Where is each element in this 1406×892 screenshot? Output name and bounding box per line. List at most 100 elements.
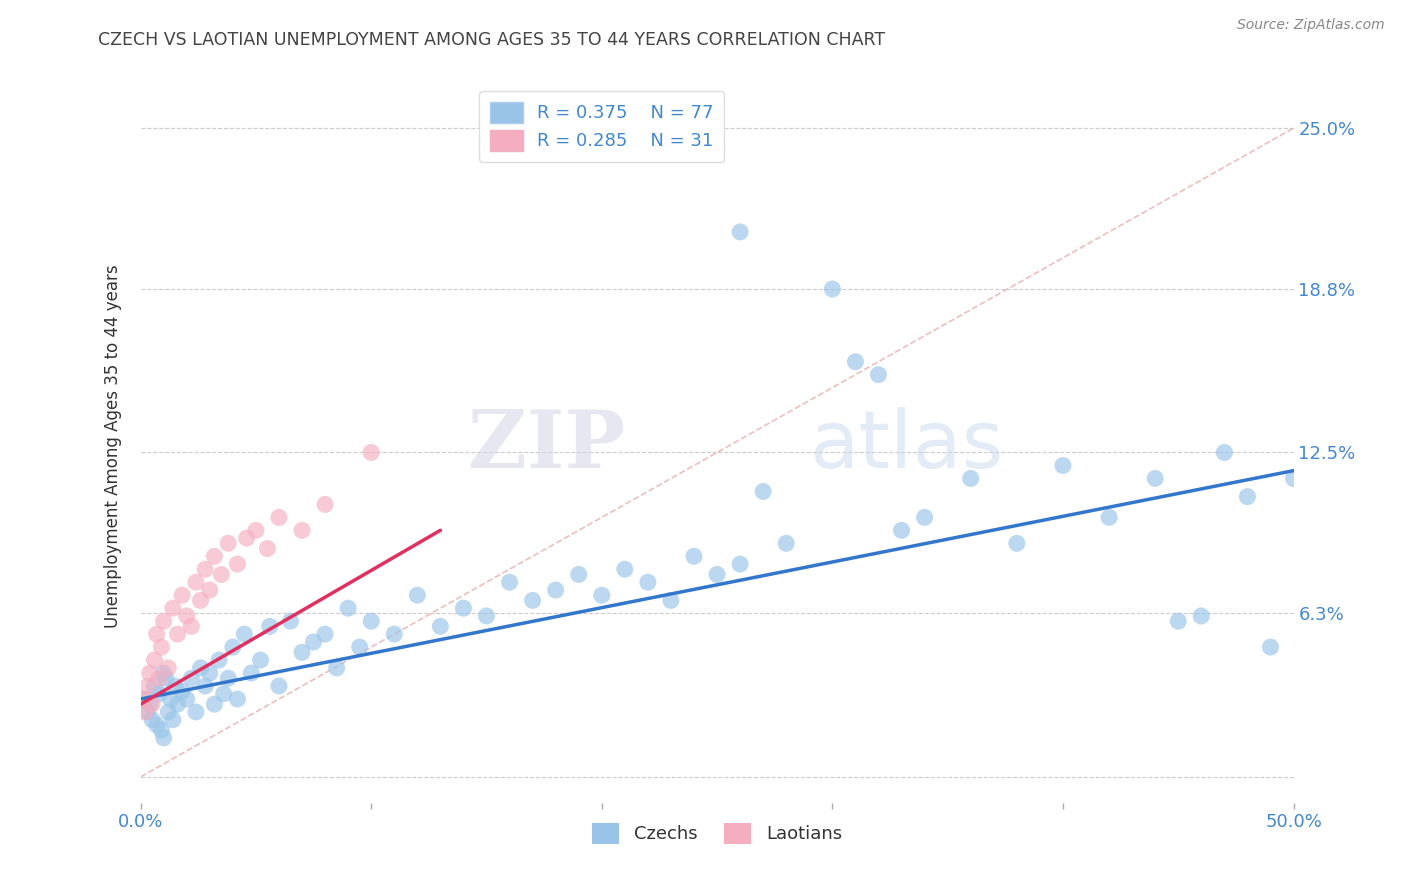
Point — [302, 635, 325, 649]
Point — [162, 713, 184, 727]
Point — [568, 567, 591, 582]
Point — [544, 582, 567, 597]
Point — [453, 601, 475, 615]
Text: Source: ZipAtlas.com: Source: ZipAtlas.com — [1237, 18, 1385, 32]
Point — [184, 705, 207, 719]
Point — [890, 524, 912, 538]
Point — [259, 619, 281, 633]
Point — [143, 653, 166, 667]
Point — [166, 627, 188, 641]
Point — [314, 497, 336, 511]
Point — [152, 731, 174, 745]
Point — [683, 549, 706, 564]
Point — [134, 692, 156, 706]
Point — [475, 609, 498, 624]
Point — [162, 601, 184, 615]
Point — [198, 582, 221, 597]
Point — [314, 627, 336, 641]
Point — [429, 619, 451, 633]
Point — [498, 575, 520, 590]
Point — [360, 445, 382, 459]
Point — [240, 666, 263, 681]
Text: CZECH VS LAOTIAN UNEMPLOYMENT AMONG AGES 35 TO 44 YEARS CORRELATION CHART: CZECH VS LAOTIAN UNEMPLOYMENT AMONG AGES… — [98, 31, 886, 49]
Point — [360, 614, 382, 628]
Point — [217, 671, 239, 685]
Point — [194, 679, 217, 693]
Point — [157, 705, 180, 719]
Point — [1189, 609, 1212, 624]
Point — [150, 640, 173, 654]
Point — [613, 562, 636, 576]
Point — [291, 645, 314, 659]
Point — [406, 588, 429, 602]
Point — [637, 575, 659, 590]
Point — [145, 718, 167, 732]
Point — [659, 593, 682, 607]
Point — [267, 510, 290, 524]
Point — [1236, 490, 1258, 504]
Point — [152, 614, 174, 628]
Point — [139, 697, 162, 711]
Point — [134, 705, 156, 719]
Point — [132, 692, 155, 706]
Point — [157, 661, 180, 675]
Point — [280, 614, 302, 628]
Point — [752, 484, 775, 499]
Point — [233, 627, 256, 641]
Point — [868, 368, 890, 382]
Point — [1260, 640, 1282, 654]
Point — [145, 627, 167, 641]
Point — [190, 661, 212, 675]
Point — [143, 679, 166, 693]
Point — [1167, 614, 1189, 628]
Point — [1098, 510, 1121, 524]
Point — [728, 557, 751, 571]
Point — [202, 697, 225, 711]
Point — [136, 679, 159, 693]
Point — [180, 619, 202, 633]
Point — [522, 593, 544, 607]
Point — [706, 567, 728, 582]
Point — [1213, 445, 1236, 459]
Point — [1005, 536, 1028, 550]
Point — [1144, 471, 1167, 485]
Point — [139, 666, 162, 681]
Point — [194, 562, 217, 576]
Point — [226, 692, 249, 706]
Point — [212, 687, 235, 701]
Point — [267, 679, 290, 693]
Point — [337, 601, 360, 615]
Y-axis label: Unemployment Among Ages 35 to 44 years: Unemployment Among Ages 35 to 44 years — [104, 264, 122, 628]
Point — [844, 354, 866, 368]
Point — [728, 225, 751, 239]
Point — [172, 588, 194, 602]
Point — [184, 575, 207, 590]
Point — [349, 640, 371, 654]
Point — [159, 692, 181, 706]
Point — [166, 697, 188, 711]
Point — [382, 627, 405, 641]
Point — [821, 282, 844, 296]
Point — [325, 661, 347, 675]
Point — [176, 609, 198, 624]
Point — [150, 723, 173, 738]
Point — [202, 549, 225, 564]
Point — [190, 593, 212, 607]
Text: ZIP: ZIP — [468, 407, 624, 485]
Point — [245, 524, 267, 538]
Point — [208, 653, 231, 667]
Legend: Czechs, Laotians: Czechs, Laotians — [585, 815, 849, 851]
Point — [1282, 471, 1305, 485]
Point — [152, 666, 174, 681]
Text: atlas: atlas — [810, 407, 1004, 485]
Point — [249, 653, 271, 667]
Point — [914, 510, 936, 524]
Point — [222, 640, 245, 654]
Point — [291, 524, 314, 538]
Point — [141, 697, 163, 711]
Point — [165, 679, 187, 693]
Point — [136, 705, 159, 719]
Point — [235, 531, 257, 545]
Point — [226, 557, 249, 571]
Point — [209, 567, 232, 582]
